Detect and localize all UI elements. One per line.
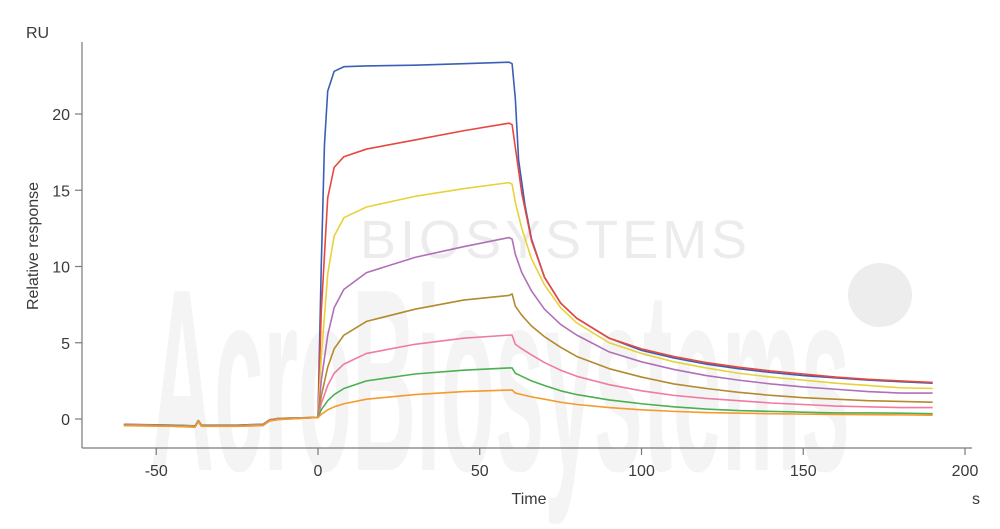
watermark-text-group: BIOSYSTEMS	[360, 210, 912, 327]
y-tick-label: 15	[52, 183, 70, 200]
x-ticks: -50 0 50 100 150 200	[145, 448, 979, 480]
x-tick-label: -50	[145, 463, 168, 480]
y-unit-label: RU	[26, 25, 49, 42]
watermark-text: BIOSYSTEMS	[360, 210, 751, 270]
y-axis-title: Relative response	[25, 182, 42, 310]
y-tick-label: 10	[52, 260, 70, 277]
watermark: AcroBiosystems	[150, 236, 850, 527]
x-axis-title: Time	[512, 491, 547, 508]
x-unit-label: s	[972, 491, 980, 508]
watermark-dot	[848, 263, 912, 327]
y-tick-label: 5	[61, 336, 70, 353]
x-tick-label: 150	[790, 463, 817, 480]
x-tick-label: 200	[952, 463, 979, 480]
series-group	[123, 61, 933, 428]
series-line-8	[123, 389, 933, 428]
x-tick-label: 50	[471, 463, 489, 480]
y-tick-label: 0	[61, 412, 70, 429]
watermark-logo: AcroBiosystems	[150, 236, 850, 527]
x-tick-label: 0	[314, 463, 323, 480]
y-tick-label: 20	[52, 107, 70, 124]
y-ticks: 0 5 10 15 20	[52, 107, 82, 429]
x-tick-label: 100	[628, 463, 655, 480]
